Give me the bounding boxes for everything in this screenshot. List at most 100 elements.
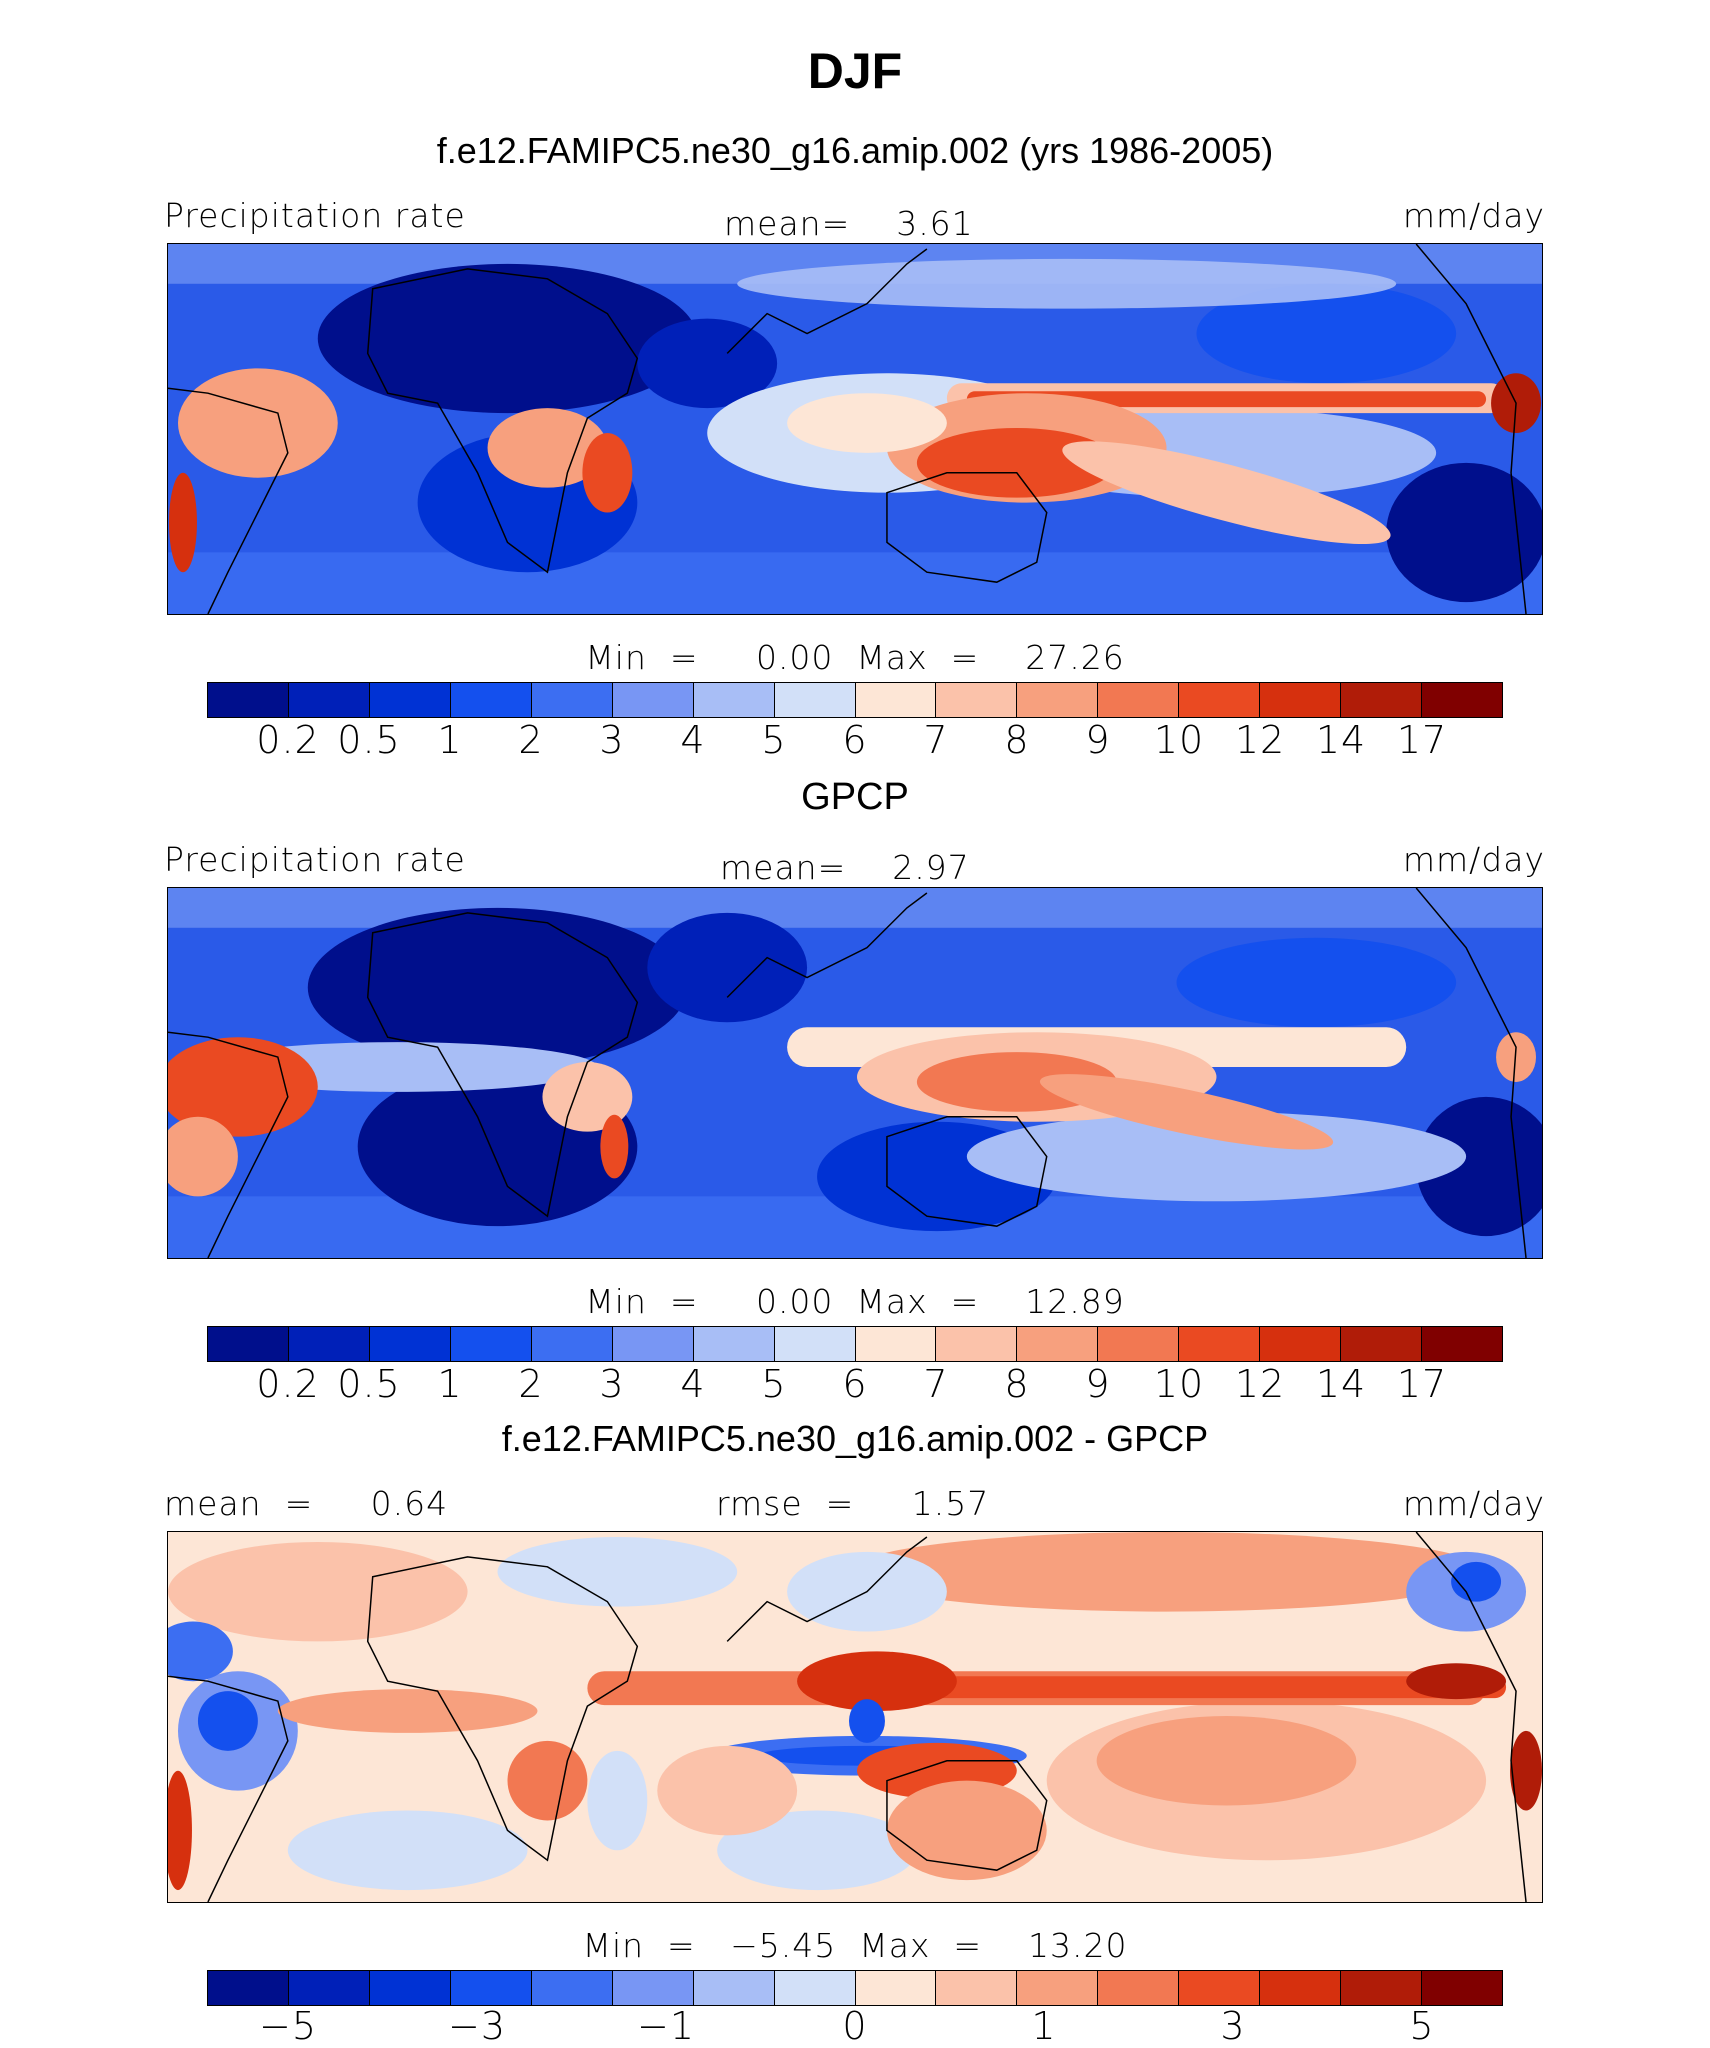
- colorbar-swatch: [1098, 1327, 1180, 1361]
- panel-1-variable-label: Precipitation rate: [164, 196, 466, 235]
- colorbar-swatch: [288, 1327, 370, 1361]
- colorbar-swatch: [208, 683, 289, 717]
- colorbar-swatch: [1341, 1971, 1423, 2005]
- panel-3-colorbar: [207, 1970, 1503, 2006]
- panel-2-map: [167, 887, 1543, 1259]
- colorbar-swatch: [1422, 683, 1502, 717]
- colorbar-swatch: [1341, 1327, 1423, 1361]
- panel-2-subtitle: GPCP: [801, 776, 909, 818]
- colorbar-swatch: [1260, 1327, 1342, 1361]
- colorbar-tick-label: 6: [842, 1362, 868, 1406]
- panel-2-mean-label: mean= 2.97: [720, 848, 970, 887]
- colorbar-swatch: [531, 683, 613, 717]
- colorbar-tick-label: 14: [1315, 718, 1367, 762]
- panel-3-rmse-label: rmse = 1.57: [716, 1484, 990, 1523]
- colorbar-tick-label: 8: [1004, 1362, 1030, 1406]
- colorbar-swatch: [774, 683, 856, 717]
- figure-title: DJF: [807, 43, 903, 99]
- colorbar-swatch: [855, 1971, 937, 2005]
- panel-2-colorbar: [207, 1326, 1503, 1362]
- colorbar-swatch: [1422, 1327, 1502, 1361]
- panel-1-map-image: [168, 244, 1542, 614]
- colorbar-swatch: [288, 1971, 370, 2005]
- colorbar-swatch: [369, 683, 451, 717]
- colorbar-swatch: [855, 683, 937, 717]
- colorbar-tick-label: 0: [842, 2004, 868, 2048]
- colorbar-swatch: [774, 1971, 856, 2005]
- colorbar-tick-label: 17: [1396, 718, 1448, 762]
- panel-3-min-max: Min = −5.45 Max = 13.20: [582, 1926, 1128, 1965]
- colorbar-swatch: [936, 1971, 1018, 2005]
- colorbar-tick-label: 12: [1234, 718, 1286, 762]
- colorbar-swatch: [693, 1327, 775, 1361]
- colorbar-swatch: [208, 1971, 289, 2005]
- colorbar-swatch: [1179, 683, 1261, 717]
- colorbar-swatch: [531, 1971, 613, 2005]
- panel-3-mean-label: mean = 0.64: [164, 1484, 449, 1523]
- colorbar-tick-label: 0.2: [256, 718, 320, 762]
- panel-1-min-max: Min = 0.00 Max = 27.26: [585, 638, 1125, 677]
- colorbar-swatch: [1260, 683, 1342, 717]
- panel-3-map-image: [168, 1532, 1542, 1902]
- colorbar-swatch: [450, 1971, 532, 2005]
- colorbar-tick-label: 7: [923, 1362, 949, 1406]
- colorbar-tick-label: 2: [518, 1362, 544, 1406]
- panel-1-units-label: mm/day: [1402, 196, 1545, 235]
- colorbar-tick-label: 0.5: [337, 1362, 401, 1406]
- colorbar-swatch: [612, 683, 694, 717]
- colorbar-tick-label: 0.5: [337, 718, 401, 762]
- colorbar-swatch: [450, 1327, 532, 1361]
- colorbar-swatch: [369, 1971, 451, 2005]
- colorbar-tick-label: 14: [1315, 1362, 1367, 1406]
- colorbar-tick-label: 1: [437, 1362, 463, 1406]
- colorbar-swatch: [1017, 683, 1099, 717]
- colorbar-tick-label: 4: [680, 1362, 706, 1406]
- colorbar-tick-label: 10: [1153, 1362, 1205, 1406]
- panel-2-colorbar-ticks: 0.2 0.5 1 2 3 4 5 6 7 8 9 10 12 14 17: [0, 1362, 1710, 1412]
- colorbar-swatch: [1422, 1971, 1502, 2005]
- panel-1-mean-label: mean= 3.61: [724, 204, 974, 243]
- colorbar-tick-label: 9: [1085, 718, 1111, 762]
- colorbar-swatch: [1098, 683, 1180, 717]
- colorbar-swatch: [612, 1971, 694, 2005]
- panel-1-colorbar-ticks: 0.2 0.5 1 2 3 4 5 6 7 8 9 10 12 14 17: [0, 718, 1710, 768]
- panel-3-units-label: mm/day: [1402, 1484, 1545, 1523]
- colorbar-swatch: [693, 1971, 775, 2005]
- panel-2-min-max: Min = 0.00 Max = 12.89: [585, 1282, 1125, 1321]
- panel-1-colorbar: [207, 682, 1503, 718]
- panel-2-units-label: mm/day: [1402, 840, 1545, 879]
- colorbar-swatch: [1017, 1971, 1099, 2005]
- colorbar-tick-label: 5: [761, 1362, 787, 1406]
- colorbar-swatch: [1179, 1327, 1261, 1361]
- colorbar-tick-label: 5: [761, 718, 787, 762]
- colorbar-tick-label: 5: [1409, 2004, 1435, 2048]
- colorbar-swatch: [774, 1327, 856, 1361]
- colorbar-swatch: [1179, 1971, 1261, 2005]
- panel-1-subtitle: f.e12.FAMIPC5.ne30_g16.amip.002 (yrs 198…: [436, 130, 1274, 171]
- colorbar-swatch: [1017, 1327, 1099, 1361]
- colorbar-tick-label: 1: [1031, 2004, 1057, 2048]
- colorbar-tick-label: 0.2: [256, 1362, 320, 1406]
- panel-3-map: [167, 1531, 1543, 1903]
- colorbar-tick-label: 7: [923, 718, 949, 762]
- colorbar-tick-label: 3: [599, 718, 625, 762]
- colorbar-tick-label: 3: [599, 1362, 625, 1406]
- colorbar-swatch: [288, 683, 370, 717]
- colorbar-swatch: [531, 1327, 613, 1361]
- colorbar-swatch: [208, 1327, 289, 1361]
- colorbar-tick-label: 2: [518, 718, 544, 762]
- colorbar-swatch: [450, 683, 532, 717]
- colorbar-tick-label: 17: [1396, 1362, 1448, 1406]
- colorbar-swatch: [369, 1327, 451, 1361]
- panel-3-subtitle: f.e12.FAMIPC5.ne30_g16.amip.002 - GPCP: [501, 1418, 1209, 1459]
- colorbar-tick-label: 8: [1004, 718, 1030, 762]
- colorbar-tick-label: −1: [636, 2004, 696, 2048]
- panel-1-map: [167, 243, 1543, 615]
- colorbar-tick-label: 9: [1085, 1362, 1111, 1406]
- panel-2-map-image: [168, 888, 1542, 1258]
- colorbar-swatch: [936, 1327, 1018, 1361]
- colorbar-swatch: [693, 683, 775, 717]
- colorbar-swatch: [1260, 1971, 1342, 2005]
- panel-3-colorbar-ticks: −5 −3 −1 0 1 3 5: [0, 2004, 1710, 2048]
- colorbar-swatch: [1341, 683, 1423, 717]
